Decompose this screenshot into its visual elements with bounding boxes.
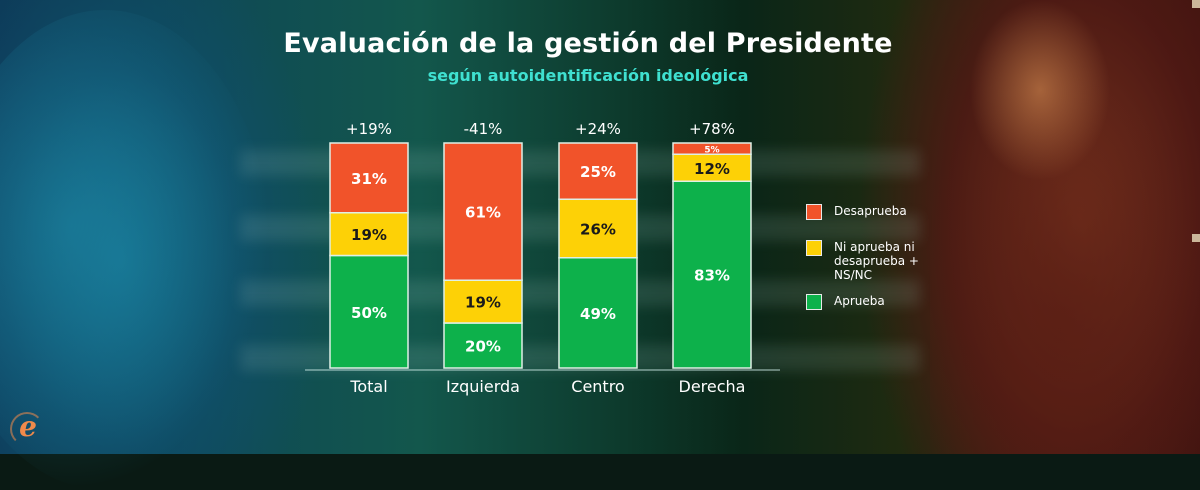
background-person-right xyxy=(930,0,1200,454)
legend-swatch-desaprueba xyxy=(806,204,822,220)
chart-title: Evaluación de la gestión del Presidente xyxy=(283,28,893,59)
data-label: 5% xyxy=(704,146,719,156)
logo-ring xyxy=(10,412,44,446)
legend-label-ni: Ni aprueba ni desaprueba + NS/NC xyxy=(834,240,919,282)
legend-label-line: Desaprueba xyxy=(834,204,907,218)
stacked-bar-chart: 50% 19% 31% +19% Total 20% 19% 61% -41% Izquierda… xyxy=(305,120,780,396)
legend-label-line: desaprueba + xyxy=(834,254,919,268)
net-difference-label: +19% xyxy=(346,120,392,138)
data-label: 49% xyxy=(580,305,616,323)
legend-swatch-aprueba xyxy=(806,294,822,310)
data-label: 25% xyxy=(580,163,616,181)
bar-segment-ni xyxy=(558,198,638,259)
bar-segment-desaprueba xyxy=(558,142,638,200)
net-difference-label: +24% xyxy=(575,120,621,138)
data-label: 26% xyxy=(580,221,616,239)
data-label: 83% xyxy=(694,267,730,285)
legend-label-line: Ni aprueba ni xyxy=(834,240,915,254)
eco-logo-icon: e xyxy=(19,410,37,443)
bar-segment-aprueba xyxy=(672,180,752,369)
x-tick-label: Derecha xyxy=(679,377,746,396)
net-difference-label: -41% xyxy=(464,120,503,138)
legend-label-line: Aprueba xyxy=(834,294,885,308)
bar-segment-desaprueba xyxy=(443,142,523,281)
x-tick-label: Total xyxy=(349,377,387,396)
legend-label-line: NS/NC xyxy=(834,268,872,282)
bar-segment-ni xyxy=(443,279,523,324)
data-label: 19% xyxy=(351,226,387,244)
x-tick-label: Centro xyxy=(571,377,624,396)
edge-marker xyxy=(1192,234,1200,242)
bar-segment-desaprueba xyxy=(672,142,752,155)
bar-segment-ni xyxy=(672,153,752,182)
bar-segment-desaprueba xyxy=(329,142,409,214)
chart-subtitle: según autoidentificación ideológica xyxy=(427,66,749,85)
legend-swatch-ni xyxy=(806,240,822,256)
data-label: 19% xyxy=(465,294,501,312)
legend-label-aprueba: Aprueba xyxy=(834,294,885,308)
x-tick-label: Izquierda xyxy=(446,377,520,396)
data-label: 20% xyxy=(465,338,501,356)
bar-segment-aprueba xyxy=(443,322,523,369)
data-label: 61% xyxy=(465,204,501,222)
edge-marker xyxy=(1192,0,1200,8)
legend-label-desaprueba: Desaprueba xyxy=(834,204,907,218)
data-label: 50% xyxy=(351,304,387,322)
bar-segment-aprueba xyxy=(558,257,638,369)
data-label: 12% xyxy=(694,160,730,178)
net-difference-label: +78% xyxy=(689,120,735,138)
background-person-left xyxy=(0,10,270,490)
data-label: 31% xyxy=(351,170,387,188)
